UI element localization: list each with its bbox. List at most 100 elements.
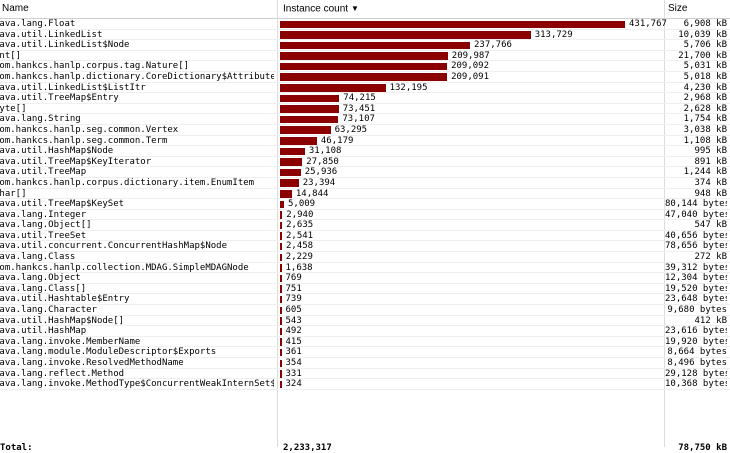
table-row[interactable]: java.lang.invoke.MemberName 415 19,920 byt… [0,337,730,348]
class-name-cell: java.util.HashMap [0,326,274,337]
instance-count-value: 27,850 [306,156,339,167]
table-row[interactable]: java.lang.invoke.MethodType$ConcurrentWe… [0,379,730,390]
instance-count-cell: 74,215 [279,93,663,103]
table-row[interactable]: com.hankcs.hanlp.corpus.dictionary.item.… [0,178,730,189]
instance-count-value: 237,766 [474,40,512,51]
instance-count-value: 25,936 [304,167,338,178]
table-row[interactable]: java.lang.Float 431,767 6,908 kB [0,19,730,30]
table-row[interactable]: java.lang.module.ModuleDescriptor$Export… [0,347,730,358]
instance-count-cell: 605 [279,305,663,315]
instance-count-bar [280,253,282,262]
class-name-cell: java.util.LinkedList$Node [0,40,274,51]
table-row[interactable]: java.lang.Object[] 2,635 547 kB [0,220,730,231]
instance-count-cell: 2,940 [279,210,663,220]
class-name-cell: java.lang.String [0,114,274,125]
class-name-cell: java.util.TreeMap$KeySet [0,199,274,210]
table-row[interactable]: char[] 14,844 948 kB [0,189,730,200]
table-row[interactable]: java.util.HashMap 492 23,616 bytes [0,326,730,337]
class-name-cell: java.util.LinkedList$ListItr [0,83,274,94]
class-name: int[] [0,50,22,61]
instance-count-bar [280,52,448,60]
table-row[interactable]: java.util.HashMap$Node[] 543 412 kB [0,316,730,327]
table-row[interactable]: java.util.TreeMap$KeySet 5,009 80,144 byte… [0,199,730,210]
instance-count-bar [280,94,340,103]
table-row[interactable]: java.util.HashMap$Node 31,108 995 kB [0,146,730,157]
instance-count-value: 543 [285,315,302,326]
class-name-cell: java.util.TreeMap$KeyIterator [0,157,274,168]
size-cell: 9,680 bytes [667,305,727,316]
instance-count-value: 63,295 [334,124,368,135]
class-name-cell: byte[] [0,104,274,115]
instance-count-value: 73,107 [342,114,375,125]
name-column-header[interactable]: Name [2,3,29,14]
instance-count-bar [280,370,282,378]
table-row[interactable]: java.util.TreeSet 2,541 40,656 bytes [0,231,730,242]
instance-count-cell: 431,767 [279,19,667,29]
class-name-cell: java.lang.invoke.MethodType$ConcurrentWe… [0,379,274,390]
instance-count-column-header[interactable]: Instance count ▼ [283,0,359,18]
class-name: java.util.TreeMap$KeyIterator [0,156,152,167]
instance-count-bar [280,348,282,357]
table-row[interactable]: java.util.TreeMap 25,936 1,244 kB [0,167,730,178]
class-name: java.lang.Object [0,273,81,284]
instance-count-cell: 237,766 [279,40,663,50]
class-name-cell: java.util.HashMap$Node [0,146,274,157]
table-row[interactable]: int[] 209,987 21,700 kB [0,51,730,62]
table-row[interactable]: com.hankcs.hanlp.seg.common.Vertex 63,295… [0,125,730,136]
table-row[interactable]: com.hankcs.hanlp.collection.MDAG.SimpleM… [0,263,730,274]
size-cell: 8,664 bytes [667,347,727,358]
table-row[interactable]: java.lang.String 73,107 1,754 kB [0,114,730,125]
instance-count-cell: 2,635 [279,220,663,230]
class-name: java.util.HashMap$Node[] [0,315,125,326]
class-name: java.util.TreeSet [0,230,87,241]
table-row[interactable]: java.lang.invoke.ResolvedMethodName 354 8,… [0,358,730,369]
instance-count-bar [280,295,282,304]
table-row[interactable]: java.lang.Class 2,229 272 kB [0,252,730,263]
class-name: java.util.HashMap [0,326,87,337]
instance-count-value: 23,394 [302,177,336,188]
class-name: java.util.LinkedList [0,29,103,40]
instance-count-value: 46,179 [320,135,354,146]
table-row[interactable]: java.util.LinkedList$ListItr 132,195 4,230… [0,83,730,94]
table-row[interactable]: java.util.TreeMap$Entry 74,215 2,968 kB [0,93,730,104]
instance-count-bar [280,158,303,166]
total-count: 2,233,317 [283,443,332,453]
size-column-header[interactable]: Size [668,3,688,14]
instance-count-value: 74,215 [343,93,376,104]
instance-count-bar [280,380,282,389]
size-cell: 23,616 bytes [665,326,727,337]
table-row[interactable]: java.lang.Integer 2,940 47,040 bytes [0,210,730,221]
class-name-cell: java.util.LinkedList [0,30,274,41]
table-row[interactable]: com.hankcs.hanlp.dictionary.CoreDictiona… [0,72,730,83]
table-row[interactable]: java.lang.reflect.Method 331 29,128 bytes [0,369,730,380]
instance-count-bar [280,232,282,240]
class-name: com.hankcs.hanlp.seg.common.Vertex [0,124,179,135]
class-name-cell: int[] [0,51,274,62]
table-row[interactable]: java.util.LinkedList$Node 237,766 5,706 kB [0,40,730,51]
size-cell: 6,908 kB [683,19,727,29]
table-row[interactable]: java.util.Hashtable$Entry 739 23,648 bytes [0,294,730,306]
table-row[interactable]: java.lang.Object 769 12,304 bytes [0,273,730,284]
table-row[interactable]: java.lang.Class[] 751 19,520 bytes [0,284,730,295]
table-row[interactable]: java.util.TreeMap$KeyIterator 27,850 891 k… [0,157,730,168]
table-row[interactable]: java.lang.Character 605 9,680 bytes [0,305,730,316]
instance-count-cell: 73,451 [279,104,663,114]
table-row[interactable]: com.hankcs.hanlp.seg.common.Term 46,179 1,… [0,136,730,147]
size-cell: 29,128 bytes [665,368,727,379]
column-gridline [664,0,665,447]
table-row[interactable]: java.util.LinkedList 313,729 10,039 kB [0,30,730,41]
class-name: java.lang.module.ModuleDescriptor$Export… [0,347,217,358]
instance-count-value: 2,458 [286,241,314,252]
instance-count-value: 73,451 [342,103,376,114]
class-name-cell: com.hankcs.hanlp.corpus.dictionary.item.… [0,178,274,189]
class-name-cell: java.lang.Class [0,252,274,263]
table-row[interactable]: java.util.concurrent.ConcurrentHashMap$N… [0,241,730,253]
table-row[interactable]: com.hankcs.hanlp.corpus.tag.Nature[] 209,… [0,61,730,72]
instance-count-cell: 209,987 [279,51,663,61]
total-row: Total: 2,233,317 78,750 kB [0,443,730,453]
instance-count-value: 2,229 [285,252,313,263]
class-name: java.lang.Class [0,252,76,263]
table-row[interactable]: byte[] 73,451 2,628 kB [0,104,730,115]
instance-count-cell: 354 [279,358,663,368]
class-name: java.lang.invoke.MemberName [0,336,141,347]
